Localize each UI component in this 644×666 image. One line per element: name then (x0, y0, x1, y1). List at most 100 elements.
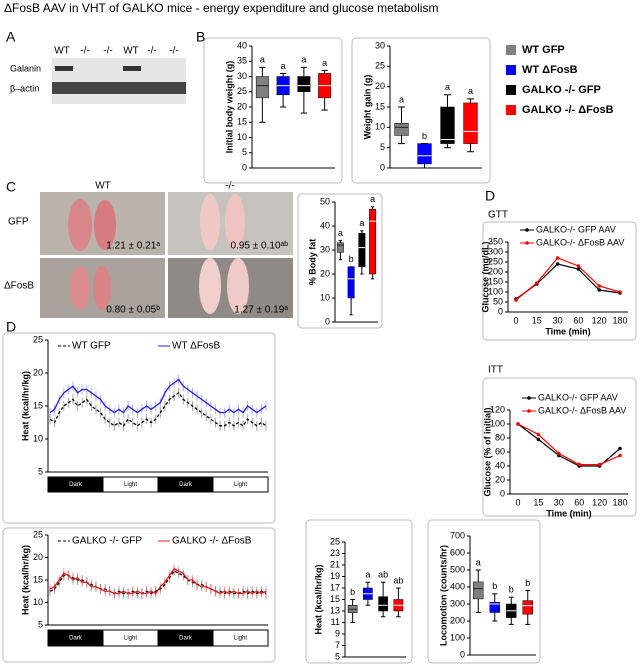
point (597, 284, 601, 288)
y-axis-label: % Body fat (307, 239, 317, 286)
y-tick-label: 25 (330, 536, 340, 546)
panel-label: B (196, 29, 205, 45)
legend-label: WT ΔFosB (172, 341, 220, 352)
y-axis-label: Heat (kcal/hr/kg) (20, 371, 30, 441)
point (555, 256, 560, 260)
fat-pad (199, 258, 221, 314)
phase-label: Light (234, 482, 247, 488)
photo-value: 1.27 ± 0.19ᵃ (234, 305, 288, 316)
letter: ab (393, 575, 403, 585)
legend-swatch (506, 85, 516, 95)
line (517, 423, 621, 467)
letter: a (370, 194, 375, 204)
point (597, 462, 602, 467)
phase-label: Dark (69, 482, 83, 488)
x-tick-label: 180 (612, 315, 627, 325)
photo-row-label: GFP (8, 217, 29, 228)
chart-title: ITT (488, 365, 503, 376)
box (297, 76, 311, 92)
letter: b (350, 587, 355, 597)
box (358, 232, 366, 268)
letter: a (399, 94, 404, 104)
y-tick-label: 50 (320, 196, 330, 206)
line (49, 391, 267, 427)
phase-label: Light (234, 636, 247, 642)
y-axis-label: Glucose (mg/dL) (480, 241, 490, 312)
figure-title: ΔFosB AAV in VHT of GALKO mice - energy … (4, 1, 438, 15)
phase-bar (212, 476, 269, 493)
blot (52, 58, 186, 104)
photo-value: 0.80 ± 0.05ᵇ (106, 305, 160, 316)
y-tick-label: 60 (495, 446, 505, 456)
point (516, 422, 520, 426)
line (515, 257, 621, 301)
box (394, 123, 409, 136)
point (557, 451, 561, 456)
legend-label: GALKO-/- GFP AAV (538, 392, 618, 402)
x-tick-label: 120 (592, 315, 607, 325)
chart-frame (482, 377, 637, 517)
y-tick-label: 10 (237, 132, 247, 142)
y-tick-label: 5 (38, 619, 43, 629)
point (536, 437, 541, 442)
chart-frame (305, 519, 413, 664)
line (49, 378, 267, 414)
legend-marker (527, 396, 531, 400)
y-tick-label: 20 (237, 101, 247, 111)
y-tick-label: 15 (375, 101, 385, 111)
legend-label: GALKO -/- GFP (72, 536, 142, 547)
y-tick-label: 20 (320, 268, 330, 278)
letter: ab (378, 570, 388, 580)
fat-pad (200, 194, 220, 250)
chart-frame (2, 332, 276, 524)
galanin-band (123, 66, 141, 71)
point (576, 264, 581, 268)
box (336, 242, 344, 253)
legend-marker (525, 228, 529, 232)
y-tick-label: 23 (330, 548, 340, 558)
legend-label: WT ΔFosB (522, 64, 578, 76)
y-tick-label: 700 (450, 530, 465, 540)
box (347, 266, 355, 299)
x-tick-label: 30 (553, 315, 563, 325)
fat-pad (225, 194, 245, 250)
point (576, 267, 581, 271)
legend-swatch (506, 65, 516, 75)
chart-frame (297, 193, 383, 329)
y-tick-label: 40 (237, 40, 247, 50)
fat-pad (94, 200, 116, 250)
line (517, 423, 621, 466)
y-tick-label: 35 (237, 56, 247, 66)
y-tick-label: 21 (330, 559, 340, 569)
y-tick-label: 15 (33, 400, 43, 410)
legend-label: GALKO -/- ΔFosB (522, 104, 614, 116)
letter: a (260, 55, 265, 65)
box (369, 208, 377, 275)
legend-label: GALKO-/- GFP AAV (536, 224, 616, 234)
phase-label: Light (124, 482, 137, 488)
chart-frame (482, 221, 637, 341)
letter: a (338, 228, 343, 238)
y-tick-label: 7 (335, 640, 340, 650)
point (618, 453, 622, 458)
fat-pad (227, 258, 249, 314)
lane-label: WT (54, 46, 70, 57)
chart-frame (427, 519, 541, 664)
x-tick-label: 30 (554, 497, 564, 507)
y-tick-label: 0 (325, 316, 330, 326)
y-tick-label: 40 (495, 460, 505, 470)
photo-col-label: WT (95, 181, 111, 192)
box (522, 600, 533, 615)
blot-row-label: Galanin (10, 63, 41, 73)
y-tick-label: 250 (488, 256, 503, 266)
point (577, 462, 581, 467)
legend-label: GALKO -/- ΔFosB (172, 536, 252, 547)
box (473, 581, 484, 600)
x-tick-label: 120 (592, 497, 607, 507)
box (463, 102, 478, 144)
y-tick-label: 20 (33, 367, 43, 377)
y-axis-label: Heat (kcal/hr/kg) (313, 564, 323, 634)
letter: b (525, 578, 530, 588)
x-tick-label: 180 (612, 497, 627, 507)
